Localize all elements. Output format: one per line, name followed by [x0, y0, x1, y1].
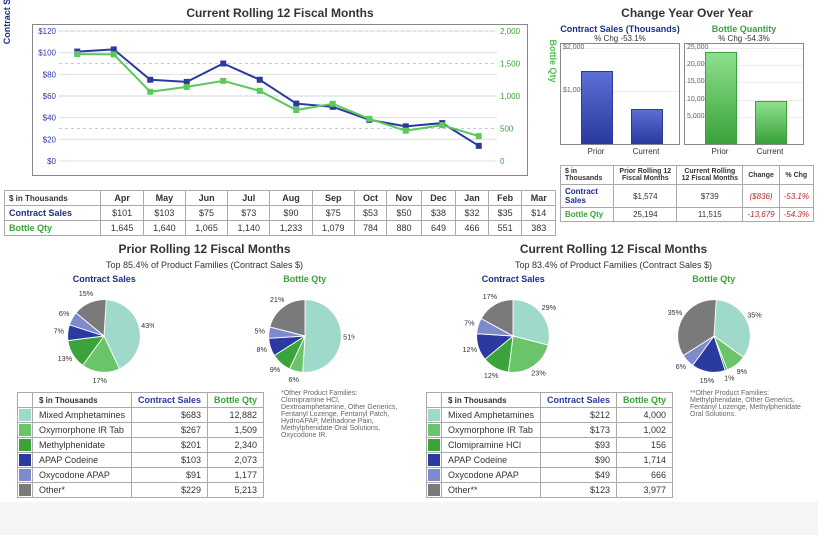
main-data-table: $ in ThousandsAprMayJunJulAugSepOctNovDe…	[4, 190, 556, 236]
svg-text:1,500: 1,500	[500, 60, 521, 69]
current-footnote: **Other Product Families: Methylphenidat…	[686, 386, 814, 422]
svg-text:6%: 6%	[288, 375, 299, 384]
current-pie-panel: Current Rolling 12 Fiscal Months Top 83.…	[409, 236, 818, 502]
svg-text:500: 500	[500, 125, 514, 134]
svg-text:1%: 1%	[724, 374, 735, 383]
svg-text:17%: 17%	[483, 292, 498, 301]
svg-text:21%: 21%	[270, 295, 285, 304]
svg-text:$0: $0	[47, 157, 56, 166]
main-chart-title: Current Rolling 12 Fiscal Months	[4, 6, 556, 20]
prior-family-table: $ in ThousandsContract SalesBottle QtyMi…	[17, 392, 264, 498]
svg-text:29%: 29%	[542, 303, 557, 312]
svg-text:17%: 17%	[93, 376, 108, 385]
svg-text:0: 0	[500, 157, 505, 166]
current-bottle-pie: Bottle Qty 35%9%1%15%6%35%	[654, 274, 774, 386]
current-family-table: $ in ThousandsContract SalesBottle QtyMi…	[426, 392, 673, 498]
current-contract-pie: Contract Sales 29%23%12%12%7%17%	[453, 274, 573, 386]
svg-text:35%: 35%	[667, 308, 682, 317]
prior-bottle-pie: Bottle Qty 51%6%9%8%5%21%	[245, 274, 365, 386]
svg-text:7%: 7%	[464, 318, 475, 327]
svg-text:6%: 6%	[59, 309, 70, 318]
svg-text:5%: 5%	[255, 327, 266, 336]
main-chart-panel: Current Rolling 12 Fiscal Months Contrac…	[0, 0, 560, 236]
yoy-bottle-chart: Bottle Quantity % Chg -54.3% 25,00020,00…	[684, 24, 804, 159]
prior-contract-pie: Contract Sales 43%17%13%7%6%15%	[44, 274, 164, 386]
prior-pie-title: Prior Rolling 12 Fiscal Months	[4, 242, 405, 256]
main-line-chart: $0 $20 $40 $60 $80 $100 $120 0 500 1,000 1,500 2,00…	[32, 24, 528, 176]
svg-text:12%: 12%	[484, 371, 499, 380]
current-pie-title: Current Rolling 12 Fiscal Months	[413, 242, 814, 256]
svg-text:51%: 51%	[343, 332, 355, 341]
svg-text:15%: 15%	[79, 289, 94, 298]
dashboard: Current Rolling 12 Fiscal Months Contrac…	[0, 0, 818, 502]
svg-text:$120: $120	[38, 27, 56, 36]
yoy-data-table: $ in ThousandsPrior Rolling 12 Fiscal Mo…	[560, 165, 814, 222]
yoy-panel: Change Year Over Year Contract Sales (Th…	[560, 0, 818, 236]
svg-text:8%: 8%	[256, 345, 267, 354]
svg-text:6%: 6%	[675, 362, 686, 371]
svg-text:9%: 9%	[269, 365, 280, 374]
main-left-axis-label: Contract Sales (Thousands)	[2, 0, 12, 44]
svg-text:35%: 35%	[747, 310, 762, 319]
prior-footnote: *Other Product Families: Clomipramine HC…	[277, 386, 405, 443]
svg-text:9%: 9%	[736, 367, 747, 376]
svg-text:23%: 23%	[532, 369, 547, 378]
svg-text:$80: $80	[43, 70, 57, 79]
current-pie-subtitle: Top 83.4% of Product Families (Contract …	[413, 260, 814, 270]
svg-text:$100: $100	[38, 49, 56, 58]
svg-text:12%: 12%	[463, 345, 478, 354]
svg-text:15%: 15%	[699, 376, 714, 385]
svg-text:2,000: 2,000	[500, 27, 521, 36]
prior-pie-subtitle: Top 85.4% of Product Families (Contract …	[4, 260, 405, 270]
svg-text:$40: $40	[43, 114, 57, 123]
prior-pie-panel: Prior Rolling 12 Fiscal Months Top 85.4%…	[0, 236, 409, 502]
svg-text:13%: 13%	[58, 354, 73, 363]
yoy-contract-chart: Contract Sales (Thousands) % Chg -53.1% …	[560, 24, 680, 159]
main-right-axis-label: Bottle Qty	[548, 39, 558, 82]
svg-text:1,000: 1,000	[500, 92, 521, 101]
svg-text:7%: 7%	[54, 327, 65, 336]
yoy-title: Change Year Over Year	[560, 6, 814, 20]
svg-text:$60: $60	[43, 92, 57, 101]
svg-text:43%: 43%	[141, 321, 154, 330]
svg-text:$20: $20	[43, 135, 57, 144]
